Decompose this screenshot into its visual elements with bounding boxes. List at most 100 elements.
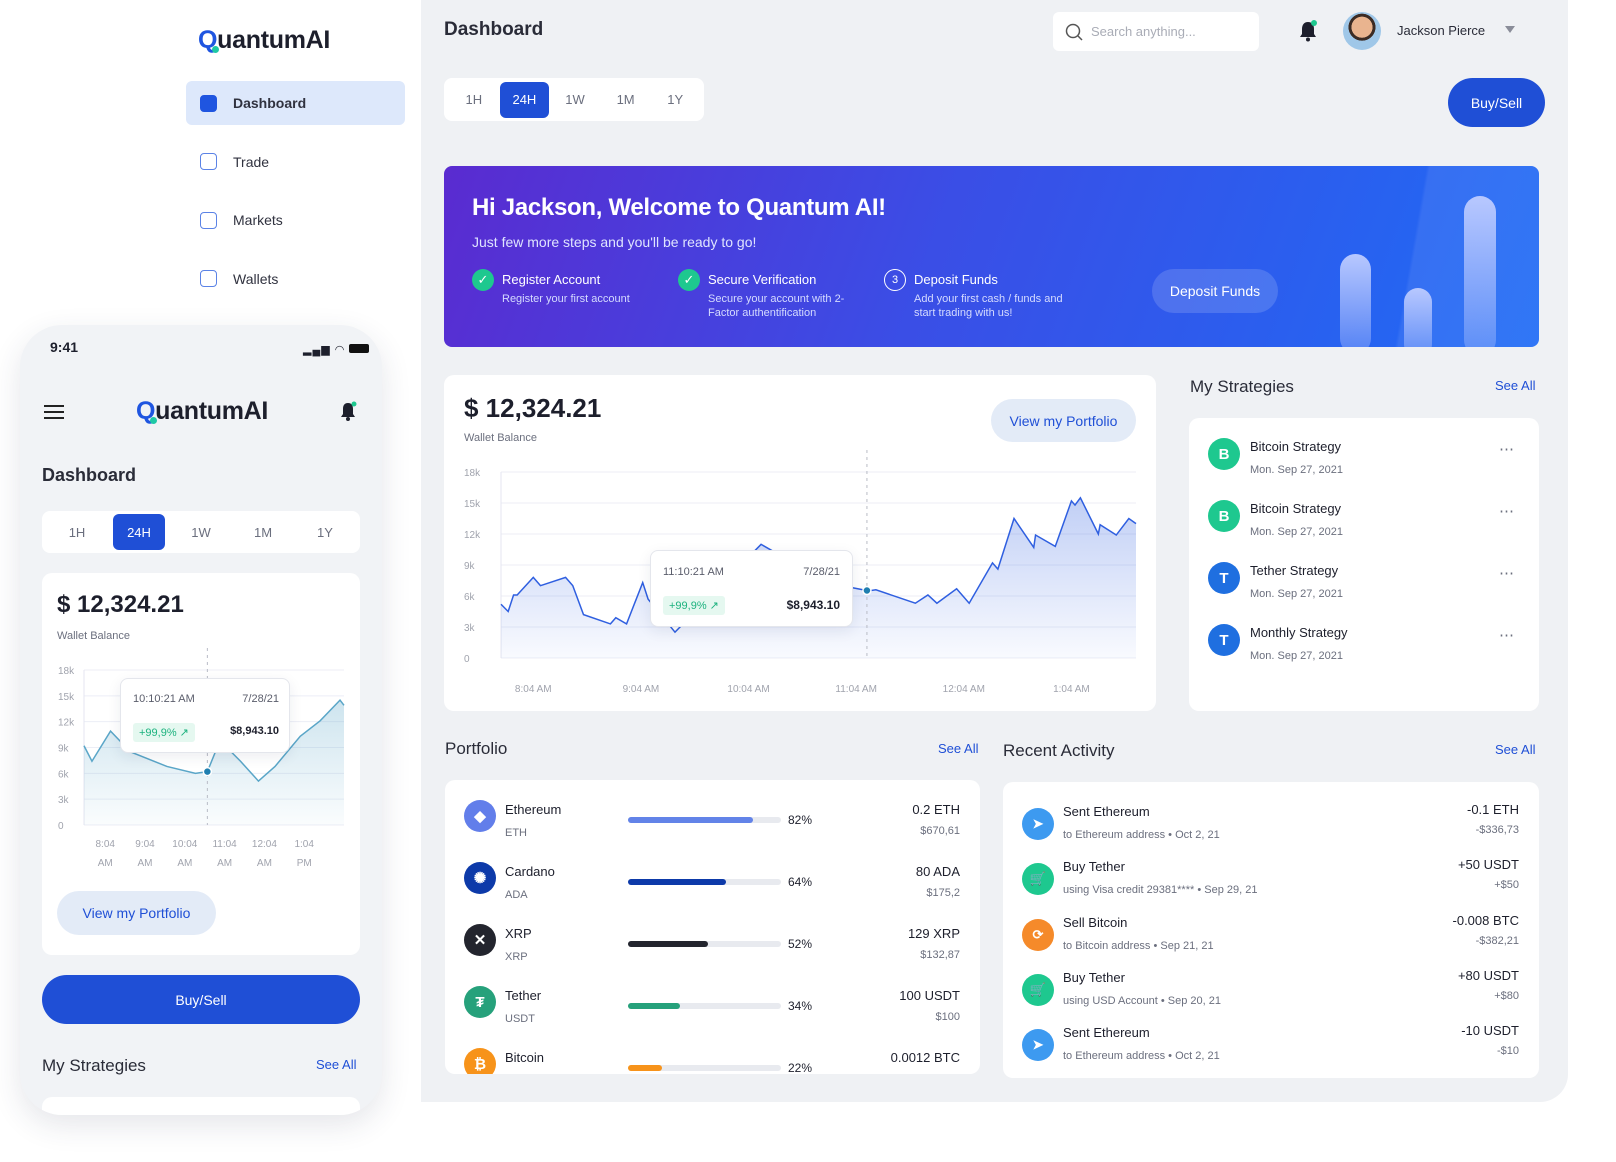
tab-1h[interactable]: 1H — [68, 524, 86, 540]
coin-name: Ethereum — [505, 802, 562, 817]
chart-tooltip: 11:10:21 AM 7/28/21 +99,9% ↗ $8,943.10 — [650, 550, 853, 627]
sidebar-item-dashboard[interactable]: Dashboard — [186, 81, 405, 125]
allocation-bar — [628, 1003, 781, 1009]
activity-amount: +80 USDT — [1457, 967, 1519, 983]
allocation-bar — [628, 1065, 781, 1071]
tab-24h[interactable]: 24H — [113, 514, 165, 550]
cart-icon: 🛒 — [1022, 863, 1054, 896]
activity-details: to Ethereum address • Oct 2, 21 — [1063, 829, 1220, 841]
activity-row[interactable]: ➤ Sent Ethereum to Ethereum address • Oc… — [1003, 802, 1539, 852]
highlight-point — [862, 585, 872, 596]
x-tick-label: AM — [98, 858, 113, 869]
strategy-item[interactable]: T Tether Strategy Mon. Sep 27, 2021 ⋯ — [1189, 560, 1539, 610]
portfolio-row[interactable]: ◆ Ethereum ETH 82% 0.2 ETH $670,61 — [445, 800, 980, 856]
sidebar-item-markets[interactable]: Markets — [186, 198, 405, 242]
activity-title: Buy Tether — [1063, 969, 1125, 985]
strategy-name: Tether Strategy — [1250, 563, 1339, 578]
coin-value: $100 — [935, 1011, 960, 1023]
mobile-bell-icon[interactable] — [339, 401, 357, 426]
tab-1w[interactable]: 1W — [565, 92, 585, 107]
tab-1h[interactable]: 1H — [465, 92, 483, 107]
strategy-avatar-icon: T — [1208, 624, 1240, 656]
tooltip-time: 11:10:21 AM — [663, 566, 724, 578]
mobile-strategies-see-all[interactable]: See All — [316, 1057, 357, 1072]
buy-sell-button[interactable]: Buy/Sell — [1448, 78, 1545, 127]
mobile-buy-sell-button[interactable]: Buy/Sell — [42, 975, 360, 1024]
y-tick-label: 18k — [58, 666, 75, 677]
mobile-preview: 9:41 ▂▄▆ ◠ QuantumAI Dashboard 1H 24H 1W 1M… — [20, 325, 382, 1115]
strategy-item[interactable]: T Monthly Strategy Mon. Sep 27, 2021 ⋯ — [1189, 622, 1539, 672]
more-options-icon[interactable]: ⋯ — [1499, 441, 1514, 458]
step-number-icon: 3 — [884, 269, 906, 291]
avatar[interactable] — [1343, 12, 1381, 50]
deposit-funds-button[interactable]: Deposit Funds — [1152, 269, 1278, 313]
sidebar-item-trade[interactable]: Trade — [186, 140, 405, 184]
portfolio-row[interactable]: ✕ XRP XRP 52% 129 XRP $132,87 — [445, 924, 980, 980]
tab-1m[interactable]: 1M — [253, 524, 273, 540]
activity-row[interactable]: ⟳ Sell Bitcoin to Bitcoin address • Sep … — [1003, 913, 1539, 963]
coin-amount: 100 USDT — [899, 988, 960, 1003]
step-title: Register Account — [502, 272, 601, 287]
strategy-date: Mon. Sep 27, 2021 — [1250, 588, 1343, 600]
x-tick-label: 11:04 AM — [835, 684, 877, 695]
strategies-title: My Strategies — [1190, 377, 1294, 396]
y-tick-label: 0 — [464, 654, 470, 665]
search-input[interactable]: Search anything... — [1053, 12, 1259, 51]
more-options-icon[interactable]: ⋯ — [1499, 503, 1514, 520]
page-title: Dashboard — [444, 19, 544, 40]
sidebar-item-label: Markets — [233, 212, 283, 228]
chart-icon — [200, 153, 217, 170]
y-tick-label: 0 — [58, 821, 64, 832]
hamburger-menu-icon[interactable] — [44, 405, 64, 419]
logo[interactable]: QuantumAI — [198, 26, 331, 54]
portfolio-row[interactable]: ₮ Tether USDT 34% 100 USDT $100 — [445, 986, 980, 1042]
y-tick-label: 12k — [464, 530, 481, 541]
activity-row[interactable]: 🛒 Buy Tether using Visa credit 29381****… — [1003, 857, 1539, 907]
strategies-see-all[interactable]: See All — [1495, 378, 1536, 393]
strategy-item[interactable]: B Bitcoin Strategy Mon. Sep 27, 2021 ⋯ — [1189, 498, 1539, 548]
tooltip-date: 7/28/21 — [242, 693, 279, 705]
mobile-wallet-label: Wallet Balance — [57, 630, 130, 642]
mobile-wallet-chart: 0 3k 6k 9k 12k 15k 18k 8:04 AM 9:04 AM 10:04 AM 11:04… — [58, 648, 345, 869]
tab-1w[interactable]: 1W — [191, 524, 211, 540]
tab-1y[interactable]: 1Y — [317, 524, 333, 540]
coin-amount: 0.2 ETH — [912, 802, 960, 817]
activity-title: Buy Tether — [1063, 859, 1125, 875]
portfolio-row[interactable]: ✺ Cardano ADA 64% 80 ADA $175,2 — [445, 862, 980, 918]
tooltip-date: 7/28/21 — [803, 566, 840, 578]
series-area — [84, 700, 344, 825]
more-options-icon[interactable]: ⋯ — [1499, 565, 1514, 582]
x-tick-label: 9:04 — [135, 839, 155, 850]
activity-amount: -10 USDT — [1461, 1023, 1519, 1039]
x-tick-label: 9:04 AM — [623, 684, 660, 695]
activity-row[interactable]: ➤ Sent Ethereum to Ethereum address • Oc… — [1003, 1023, 1539, 1073]
portfolio-see-all[interactable]: See All — [938, 741, 979, 756]
view-portfolio-button[interactable]: View my Portfolio — [991, 399, 1136, 442]
cardano-icon: ✺ — [464, 862, 496, 894]
x-tick-label: 12:04 AM — [943, 684, 985, 695]
mobile-wallet-card: $ 12,324.21 Wallet Balance 0 3k 6k 9k 12k 15k… — [42, 573, 360, 955]
strategy-item[interactable]: B Bitcoin Strategy Mon. Sep 27, 2021 ⋯ — [1189, 436, 1539, 486]
tooltip-change-badge: +99,9% ↗ — [133, 723, 195, 742]
mobile-view-portfolio-button[interactable]: View my Portfolio — [57, 891, 216, 935]
highlight-point — [202, 766, 213, 777]
tab-1m[interactable]: 1M — [616, 92, 635, 107]
x-tick-label: 8:04 AM — [515, 684, 552, 695]
activity-see-all[interactable]: See All — [1495, 742, 1536, 757]
tab-1y[interactable]: 1Y — [667, 92, 684, 107]
user-name[interactable]: Jackson Pierce — [1397, 23, 1486, 38]
more-options-icon[interactable]: ⋯ — [1499, 627, 1514, 644]
portfolio-row[interactable]: ₿ Bitcoin BTC 22% 0.0012 BTC — [445, 1048, 980, 1074]
bell-icon[interactable] — [1298, 20, 1318, 47]
allocation-percent: 64% — [788, 875, 813, 889]
mobile-logo: QuantumAI — [136, 397, 269, 425]
allocation-percent: 22% — [788, 1061, 813, 1074]
chevron-down-icon[interactable] — [1505, 26, 1515, 33]
activity-row[interactable]: 🛒 Buy Tether using USD Account • Sep 20,… — [1003, 968, 1539, 1018]
mobile-strategies-card — [42, 1097, 360, 1115]
tab-24h[interactable]: 24H — [499, 81, 550, 118]
sidebar-item-wallets[interactable]: Wallets — [186, 257, 405, 301]
wallet-balance-label: Wallet Balance — [464, 432, 537, 444]
strategies-card: B Bitcoin Strategy Mon. Sep 27, 2021 ⋯ B… — [1189, 418, 1539, 711]
send-icon: ➤ — [1022, 808, 1054, 840]
